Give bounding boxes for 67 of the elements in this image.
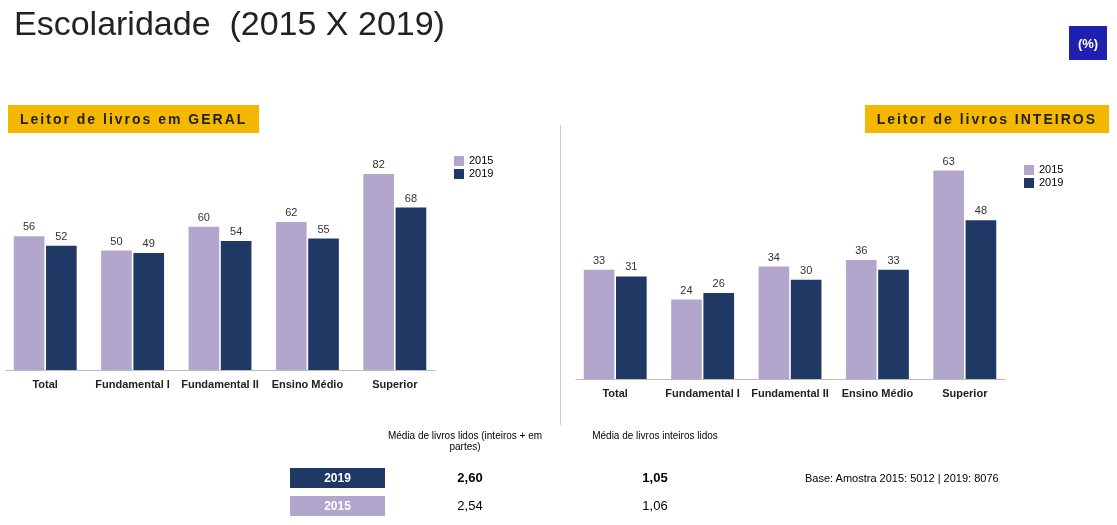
data-label: 48 [974,204,988,217]
x-tick-label: Fundamental II [181,377,259,390]
text: Média de livros lidos (inteiros + em partes) [386,430,544,452]
data-label: 62 [285,205,298,218]
data-label: 82 [372,158,385,171]
bar [275,221,307,370]
legend-label: 2019 [1039,176,1064,188]
bar [188,226,220,370]
data-label: 68 [404,191,418,204]
bar [878,269,909,379]
bar [133,252,165,370]
bar [220,241,252,370]
data-label: 36 [855,243,868,256]
text: 2015 [290,496,385,516]
text: (%) [1069,26,1107,60]
x-tick-label: Fundamental II [751,386,829,399]
x-tick-label: Fundamental I [665,386,740,399]
x-tick-label: Superior [942,386,989,399]
bar [965,220,997,379]
data-label: 55 [317,222,330,235]
bar [758,266,790,379]
data-label: 30 [800,263,813,276]
text: 2019 [290,468,385,488]
text: 1,06 [641,497,669,515]
data-label: 26 [712,277,725,289]
chart-subtitle: Leitor de livros em GERAL [8,105,260,133]
data-label: 56 [22,220,36,233]
legend-label: 2015 [469,154,494,166]
data-label: 31 [625,260,638,273]
text: Média de livros inteiros lidos [591,430,719,441]
data-label: 54 [230,225,243,237]
chart-title: Escolaridade (2015 X 2019) [14,4,445,43]
text: Base: Amostra 2015: 5012 | 2019: 8076 [805,472,1000,484]
bar [46,245,77,370]
bar [101,250,132,370]
bar [616,276,647,379]
data-label: 33 [887,253,900,266]
bar [308,238,339,370]
bar [845,259,877,379]
x-tick-label: Total [602,386,628,399]
bar [13,236,45,370]
data-label: 34 [767,250,780,263]
bar [671,299,702,379]
text: 1,05 [641,469,669,487]
bar [583,269,615,379]
text: 2,54 [456,497,484,515]
data-label: 49 [142,236,155,249]
x-tick-label: Ensino Médio [271,377,344,390]
data-label: 24 [680,283,693,296]
x-tick-label: Total [32,377,58,390]
data-label: 60 [197,210,210,223]
x-tick-label: Superior [372,377,419,390]
bar [790,279,822,379]
bar [933,170,964,379]
bar [703,293,735,379]
bar [395,207,427,370]
legend-label: 2019 [469,167,494,179]
text: 2,60 [456,469,484,487]
chart-subtitle: Leitor de livros INTEIROS [864,105,1109,133]
x-tick-label: Fundamental I [95,377,170,390]
bar [363,174,394,370]
legend-label: 2015 [1039,163,1064,175]
data-label: 52 [55,229,68,242]
data-label: 33 [592,253,606,266]
data-label: 63 [942,154,955,167]
x-tick-label: Ensino Médio [841,386,914,399]
data-label: 50 [110,234,123,247]
